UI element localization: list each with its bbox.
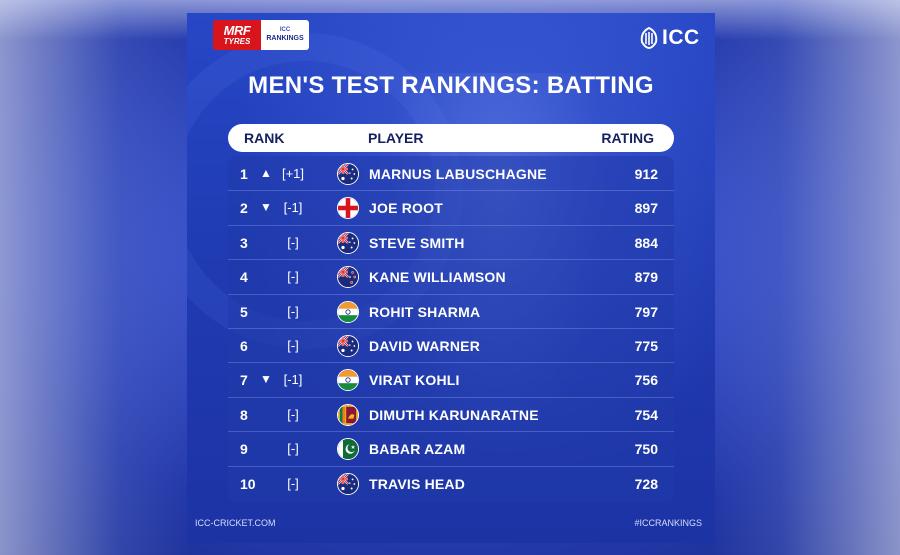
player-name: JOE ROOT [369, 200, 443, 217]
rank-up-arrow-icon: ▲ [260, 166, 272, 180]
header-rating: RATING [601, 130, 654, 146]
player-rating: 897 [634, 200, 658, 217]
player-rating: 728 [634, 475, 658, 492]
icc-rankings-badge: ICC RANKINGS [261, 20, 309, 50]
table-row: 7 ▼ [-1] VIRAT KOHLI 756 [228, 363, 674, 398]
tyres-word: TYRES [223, 37, 251, 46]
rank-number: 6 [240, 337, 248, 354]
rank-number: 7 [240, 372, 248, 389]
australia-flag-icon [337, 231, 359, 254]
rank-down-arrow-icon: ▼ [260, 372, 272, 387]
rank-number: 4 [240, 269, 248, 286]
player-rating: 879 [634, 269, 658, 286]
table-background [228, 156, 674, 502]
rankings-word: RANKINGS [266, 35, 304, 42]
player-name: ROHIT SHARMA [369, 303, 481, 320]
rank-change: [-] [287, 303, 299, 319]
player-rating: 754 [634, 406, 658, 423]
rank-change: [-] [287, 441, 299, 457]
player-name: MARNUS LABUSCHAGNE [369, 166, 547, 182]
player-name: DAVID WARNER [369, 337, 481, 354]
player-name: STEVE SMITH [369, 234, 465, 251]
player-rating: 750 [634, 441, 658, 458]
australia-flag-icon [337, 334, 359, 357]
header-player: PLAYER [368, 130, 424, 146]
table-row: 2 ▼ [-1] JOE ROOT 897 [228, 191, 674, 226]
icc-logo: ICC [639, 26, 700, 50]
rank-change: [-] [287, 406, 299, 422]
player-name: VIRAT KOHLI [369, 372, 460, 389]
india-flag-icon [337, 300, 359, 323]
header-rank: RANK [244, 130, 285, 146]
table-row: 3 [-] STEVE SMITH 884 [228, 226, 674, 261]
table-row: 9 [-] BABAR AZAM 750 [228, 432, 674, 467]
india-flag-icon [337, 369, 359, 392]
table-row: 8 [-] DIMUTH KARUNARATNE 754 [228, 398, 674, 433]
rank-change: [-1] [283, 200, 303, 216]
sri-lanka-flag-icon [337, 403, 359, 426]
table-row: 1 ▲ [+1] MARNUS LABUSCHAGNE 912 [228, 157, 674, 192]
player-rating: 756 [634, 372, 658, 389]
mrf-tyres-logo: MRF TYRES [213, 20, 261, 50]
rank-change: [-] [287, 475, 299, 491]
pakistan-flag-icon [337, 438, 359, 461]
table-row: 4 [-] KANE WILLIAMSON 879 [228, 260, 674, 295]
australia-flag-icon [337, 163, 359, 185]
footer-hashtag: #ICCRANKINGS [634, 518, 702, 528]
sponsor-logo: MRF TYRES ICC RANKINGS [213, 20, 309, 50]
table-row: 6 [-] DAVID WARNER 775 [228, 329, 674, 364]
player-rating: 775 [634, 337, 658, 354]
rank-number: 10 [240, 475, 256, 492]
rankings-table: 1 ▲ [+1] MARNUS LABUSCHAGNE 912 2 ▼ [-1] JOE ROO… [228, 157, 674, 501]
rank-number: 8 [240, 406, 248, 423]
england-flag-icon [337, 197, 359, 220]
player-rating: 884 [634, 234, 658, 251]
rank-change: [-] [287, 337, 299, 353]
rank-number: 3 [240, 234, 248, 251]
player-name: BABAR AZAM [369, 441, 466, 458]
australia-flag-icon [337, 472, 359, 495]
table-header: RANK PLAYER RATING [228, 124, 674, 152]
mrf-word: MRF [223, 23, 251, 38]
page-title: MEN'S TEST RANKINGS: BATTING [248, 72, 654, 99]
new-zealand-flag-icon [337, 266, 359, 289]
player-rating: 797 [634, 303, 658, 320]
player-rating: 912 [634, 166, 658, 182]
rank-number: 2 [240, 200, 248, 217]
rank-change: [-] [287, 269, 299, 285]
table-row: 10 [-] TRAVIS HEAD 728 [228, 467, 674, 501]
icc-small-word: ICC [279, 27, 291, 33]
icc-logo-text: ICC [662, 26, 700, 49]
footer-website: ICC-CRICKET.COM [195, 518, 276, 528]
table-row: 5 [-] ROHIT SHARMA 797 [228, 295, 674, 329]
player-name: TRAVIS HEAD [369, 475, 466, 492]
rank-change: [-] [287, 234, 299, 250]
rank-change: [+1] [281, 166, 305, 181]
player-name: KANE WILLIAMSON [369, 269, 506, 286]
rank-number: 9 [240, 441, 248, 458]
rank-number: 1 [240, 166, 248, 182]
player-name: DIMUTH KARUNARATNE [369, 406, 539, 423]
rank-number: 5 [240, 303, 248, 320]
rank-change: [-1] [283, 372, 303, 388]
rank-down-arrow-icon: ▼ [260, 200, 272, 215]
icc-crest-icon [640, 27, 658, 49]
